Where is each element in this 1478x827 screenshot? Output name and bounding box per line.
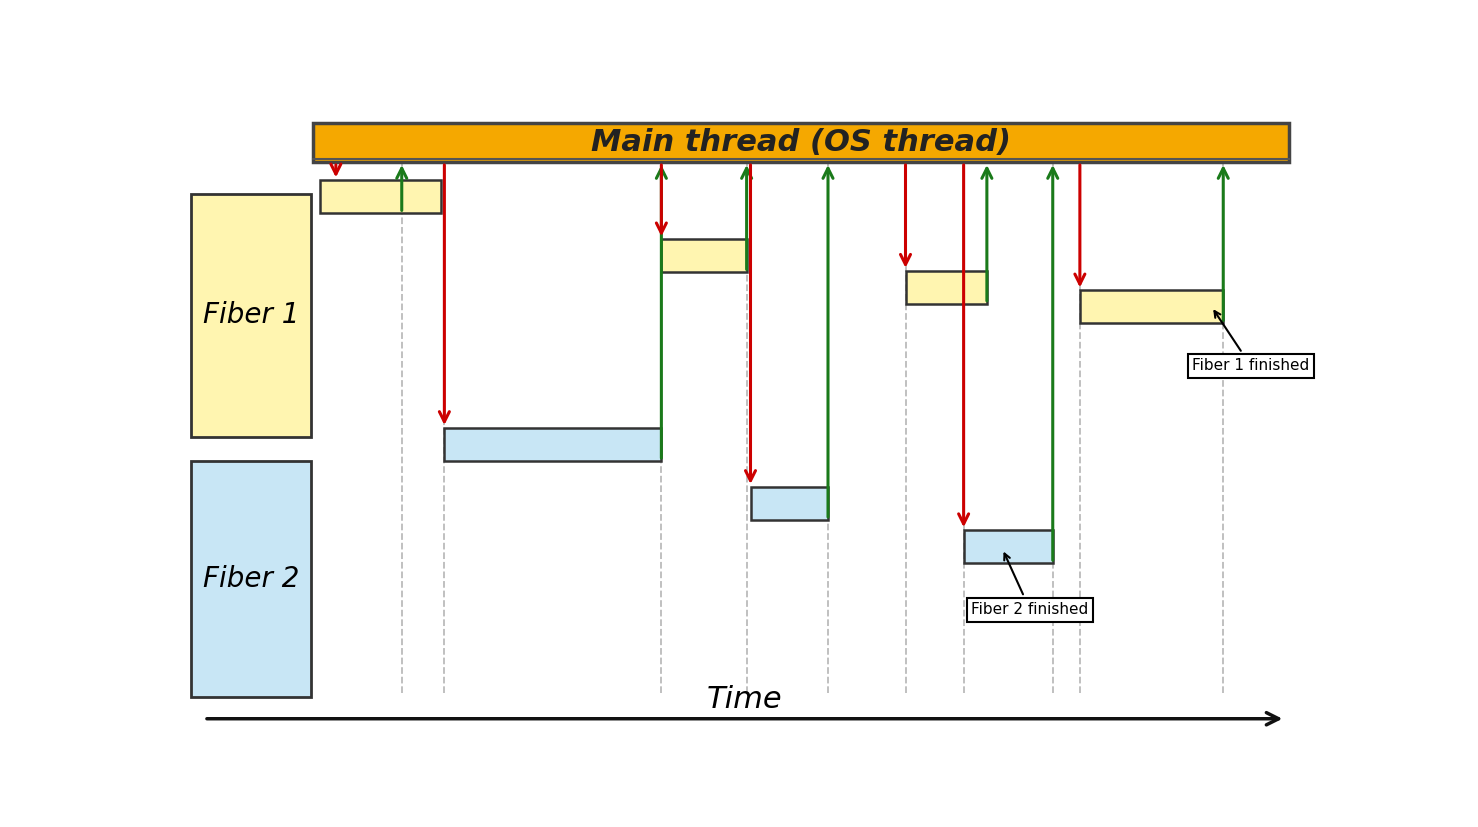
- Text: Main thread (OS thread): Main thread (OS thread): [591, 128, 1011, 157]
- Text: Fiber 2 finished: Fiber 2 finished: [971, 553, 1089, 617]
- Bar: [661, 239, 746, 272]
- Bar: [751, 487, 828, 520]
- Bar: [191, 194, 310, 437]
- Bar: [191, 461, 310, 696]
- Bar: [445, 428, 661, 461]
- Text: Fiber 1: Fiber 1: [202, 301, 299, 329]
- Bar: [313, 123, 1289, 162]
- Text: Time: Time: [706, 685, 782, 714]
- Bar: [964, 530, 1052, 563]
- Text: Fiber 1 finished: Fiber 1 finished: [1193, 311, 1310, 374]
- Bar: [906, 270, 987, 304]
- Bar: [321, 180, 440, 213]
- Text: Fiber 2: Fiber 2: [202, 565, 299, 593]
- Bar: [1080, 290, 1224, 323]
